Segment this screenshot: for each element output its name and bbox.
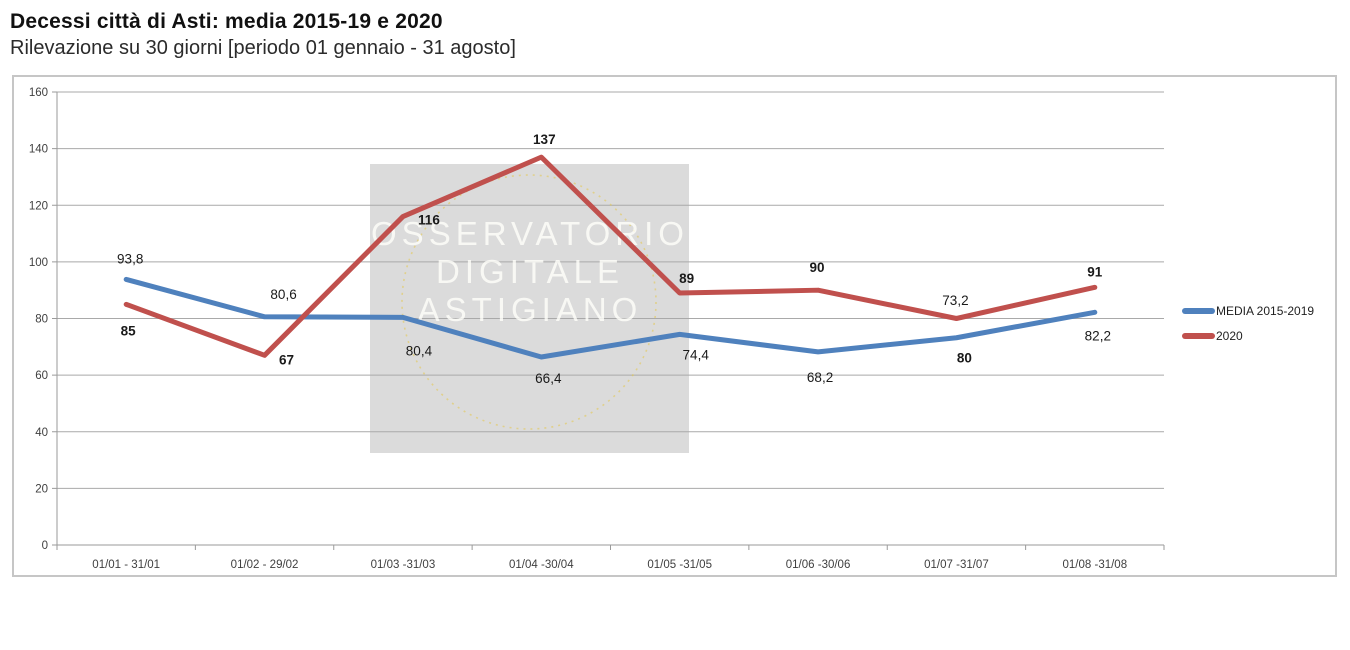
y-axis-label: 60 [35,370,48,382]
line-chart-canvas: 0 20 40 60 80 100 120 140 160 01/01 - 31/01 01/02 … [29,87,1165,571]
y-axis-label: 100 [29,257,48,269]
x-axis-label: 01/04 -30/04 [509,559,574,571]
page-subtitle: Rilevazione su 30 giorni [periodo 01 gen… [10,37,516,59]
watermark-text: DIGITALE [436,253,624,290]
data-point-label: 68,2 [807,370,833,385]
y-axis-label: 80 [35,314,48,326]
legend-label-2020: 2020 [1216,329,1243,343]
data-point-label: 116 [418,213,440,228]
chart-header: Decessi città di Asti: media 2015-19 e 2… [10,8,516,61]
legend: MEDIA 2015-2019 2020 [1182,304,1314,343]
y-axis-label: 160 [29,87,48,99]
data-point-label: 82,2 [1085,328,1111,343]
series-line-media-2015-2019 [123,276,1098,360]
watermark-text: ASTIGIANO [418,291,643,328]
data-point-label: 85 [121,323,137,338]
chart-frame: 0 20 40 60 80 100 120 140 160 01/01 - 31/01 01/02 … [12,75,1337,577]
data-point-label: 73,2 [942,293,968,308]
data-point-label: 89 [679,271,694,286]
data-point-label: 90 [810,260,825,275]
data-point-label: 80 [957,351,972,366]
data-point-label: 93,8 [117,251,143,266]
legend-item-2020: 2020 [1182,329,1314,343]
x-axis-label: 01/07 -31/07 [924,559,989,571]
data-point-label: 80,6 [270,287,296,302]
y-axis-label: 40 [35,427,48,439]
x-axis-label: 01/08 -31/08 [1063,559,1128,571]
data-point-label: 74,4 [683,347,710,362]
data-point-label: 66,4 [535,371,562,386]
x-axis-label: 01/03 -31/03 [371,559,436,571]
series-line-2020 [123,154,1098,358]
x-axis-label: 01/01 - 31/01 [92,559,160,571]
x-axis-label: 01/02 - 29/02 [231,559,299,571]
data-point-label: 67 [279,352,294,367]
y-axis-label: 120 [29,200,48,212]
legend-swatch-media-2015-2019 [1182,308,1215,314]
legend-item-media-2015-2019: MEDIA 2015-2019 [1182,304,1314,318]
data-point-label: 91 [1087,264,1103,279]
x-axis-label: 01/06 -30/06 [786,559,851,571]
y-axis-label: 140 [29,144,48,156]
data-point-label: 137 [533,132,556,147]
y-axis-label: 20 [35,483,48,495]
x-axis-label: 01/05 -31/05 [647,559,712,571]
data-point-label: 80,4 [406,343,433,358]
watermark-box [370,164,689,453]
y-axis-label: 0 [42,540,48,552]
legend-swatch-2020 [1182,333,1215,339]
page-title: Decessi città di Asti: media 2015-19 e 2… [10,10,443,33]
legend-label-media-2015-2019: MEDIA 2015-2019 [1216,304,1315,318]
watermark-circle [401,174,657,430]
